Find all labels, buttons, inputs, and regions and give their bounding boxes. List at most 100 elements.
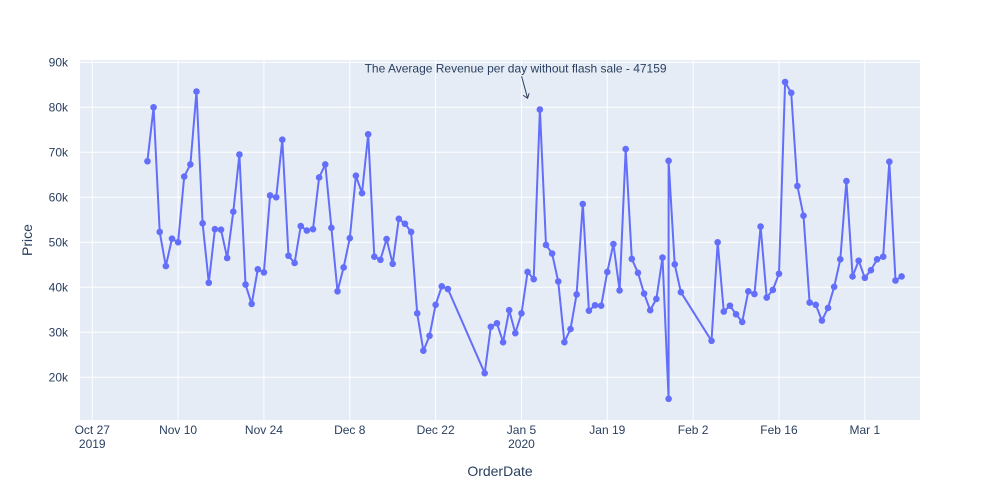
- data-point: [861, 274, 869, 282]
- data-point: [315, 174, 323, 181]
- x-tick-label: Nov 10: [159, 423, 197, 437]
- data-point: [561, 338, 568, 346]
- data-point: [738, 318, 746, 326]
- data-point: [444, 285, 452, 293]
- data-point: [867, 266, 875, 274]
- y-tick-label: 20k: [49, 370, 69, 384]
- data-point: [150, 103, 157, 111]
- data-point: [401, 220, 409, 228]
- data-point: [303, 227, 311, 234]
- data-point: [248, 300, 255, 308]
- data-point: [542, 241, 550, 249]
- data-point: [407, 228, 415, 236]
- gridlines: [80, 60, 920, 420]
- data-point: [665, 395, 672, 403]
- data-point: [714, 238, 721, 246]
- data-markers: [144, 78, 905, 403]
- data-point: [505, 306, 513, 314]
- data-point: [781, 78, 789, 86]
- data-point: [272, 193, 280, 201]
- x-tick-label: Mar 1: [849, 423, 880, 437]
- data-point: [174, 238, 182, 246]
- data-point: [371, 253, 378, 260]
- data-point: [873, 256, 881, 263]
- data-point: [775, 270, 783, 278]
- data-point: [334, 288, 341, 295]
- data-point: [266, 192, 274, 199]
- data-point: [279, 136, 286, 143]
- data-point: [745, 288, 752, 295]
- data-point: [824, 304, 832, 312]
- data-point: [364, 130, 372, 138]
- data-point: [524, 268, 531, 276]
- data-point: [395, 215, 403, 223]
- data-point: [585, 307, 593, 314]
- data-point: [530, 275, 538, 283]
- plot-area: [80, 60, 920, 420]
- data-point: [628, 255, 636, 263]
- data-point: [818, 317, 826, 324]
- data-point: [377, 256, 384, 264]
- data-point: [180, 173, 188, 180]
- data-point: [610, 240, 617, 248]
- data-point: [229, 208, 237, 215]
- data-point: [426, 332, 433, 340]
- x-tick-label: Nov 24: [245, 423, 283, 437]
- x-tick-label: Jan 19: [589, 423, 625, 437]
- data-point: [199, 220, 206, 227]
- data-point: [512, 329, 519, 337]
- data-point: [389, 260, 397, 268]
- data-point: [438, 283, 446, 290]
- y-tick-label: 40k: [49, 280, 69, 294]
- data-point: [665, 157, 672, 165]
- x-tick-year-label: 2019: [79, 437, 106, 451]
- data-point: [548, 250, 556, 257]
- y-tick-label: 70k: [49, 145, 69, 159]
- y-tick-label: 90k: [49, 55, 69, 69]
- data-point: [156, 228, 164, 236]
- data-point: [849, 273, 856, 280]
- data-point: [653, 295, 660, 303]
- data-point: [800, 212, 807, 219]
- data-point: [898, 273, 905, 280]
- annotation: The Average Revenue per day without flas…: [365, 61, 667, 100]
- data-point: [420, 347, 427, 355]
- data-point: [640, 290, 648, 297]
- data-point: [616, 287, 623, 294]
- data-point: [162, 262, 170, 270]
- data-point: [383, 235, 390, 243]
- data-point: [291, 259, 298, 267]
- data-point: [499, 338, 507, 346]
- data-point: [254, 265, 262, 273]
- x-tick-label: Feb 16: [760, 423, 798, 437]
- data-point: [812, 301, 820, 309]
- y-tick-label: 50k: [49, 235, 69, 249]
- data-point: [843, 177, 850, 185]
- data-point: [481, 369, 488, 377]
- x-tick-label: Jan 5: [507, 423, 537, 437]
- x-tick-label: Dec 22: [417, 423, 455, 437]
- data-point: [806, 299, 813, 306]
- data-point: [591, 301, 599, 309]
- data-point: [352, 172, 360, 179]
- x-tick-label: Feb 2: [678, 423, 709, 437]
- data-point: [223, 254, 231, 262]
- data-point: [879, 253, 887, 260]
- y-axis-title: Price: [19, 224, 35, 256]
- data-point: [573, 291, 580, 298]
- y-tick-label: 60k: [49, 190, 69, 204]
- data-point: [413, 310, 421, 317]
- data-point: [358, 189, 366, 197]
- y-tick-label: 30k: [49, 325, 69, 339]
- data-point: [622, 145, 629, 153]
- data-point: [603, 268, 611, 276]
- data-point: [646, 306, 654, 314]
- data-point: [659, 254, 666, 261]
- data-point: [168, 235, 176, 242]
- data-point: [855, 257, 862, 265]
- data-point: [309, 225, 317, 233]
- data-point: [794, 182, 801, 190]
- data-point: [187, 161, 194, 168]
- data-point: [554, 278, 562, 285]
